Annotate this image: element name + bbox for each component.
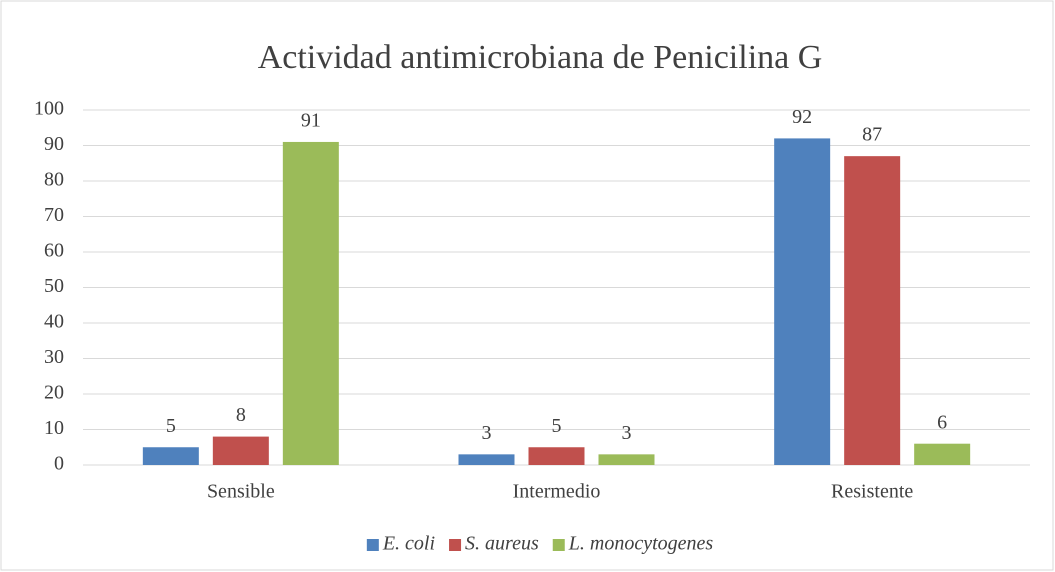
x-tick-label: Intermedio xyxy=(513,481,601,503)
x-tick-label: Resistente xyxy=(831,481,913,503)
bar xyxy=(914,443,971,465)
y-tick-label: 80 xyxy=(44,169,64,191)
bar xyxy=(212,436,269,465)
data-label: 3 xyxy=(622,422,632,444)
y-tick-label: 70 xyxy=(44,204,64,226)
data-label: 6 xyxy=(937,411,947,433)
bar xyxy=(142,447,199,465)
bar xyxy=(774,138,831,465)
bar xyxy=(844,156,901,465)
legend-label: E. coli xyxy=(382,533,435,555)
data-label: 3 xyxy=(482,422,492,444)
legend-swatch xyxy=(449,539,462,551)
y-tick-label: 10 xyxy=(44,417,64,439)
y-tick-label: 40 xyxy=(44,311,64,333)
legend-swatch xyxy=(366,539,379,551)
legend-item: E. coli xyxy=(366,533,435,555)
data-label: 5 xyxy=(552,415,562,437)
legend-label: S. aureus xyxy=(465,533,539,555)
legend-swatch xyxy=(552,539,565,551)
legend-item: S. aureus xyxy=(449,533,539,555)
bar xyxy=(598,454,655,465)
legend-label: L. monocytogenes xyxy=(568,533,714,555)
y-tick-label: 0 xyxy=(54,453,64,475)
y-tick-label: 30 xyxy=(44,346,64,368)
bar xyxy=(458,454,515,465)
data-label: 5 xyxy=(166,415,176,437)
legend-item: L. monocytogenes xyxy=(552,533,714,555)
bar xyxy=(282,141,339,465)
data-label: 87 xyxy=(862,124,882,146)
data-label: 8 xyxy=(236,404,246,426)
y-tick-label: 60 xyxy=(44,240,64,262)
chart-title: Actividad antimicrobiana de Penicilina G xyxy=(258,39,823,76)
y-tick-label: 50 xyxy=(44,275,64,297)
y-tick-label: 20 xyxy=(44,382,64,404)
x-tick-label: Sensible xyxy=(207,481,275,503)
y-tick-label: 100 xyxy=(34,98,64,120)
data-label: 91 xyxy=(301,110,321,132)
bar xyxy=(528,447,585,465)
y-tick-label: 90 xyxy=(44,133,64,155)
data-label: 92 xyxy=(792,106,812,128)
